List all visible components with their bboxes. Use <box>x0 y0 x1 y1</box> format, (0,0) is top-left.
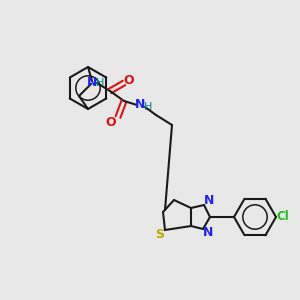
Text: H: H <box>144 102 152 112</box>
Text: O: O <box>106 116 116 128</box>
Text: Cl: Cl <box>277 211 290 224</box>
Text: N: N <box>135 98 145 112</box>
Text: N: N <box>87 76 97 89</box>
Text: O: O <box>124 74 134 86</box>
Text: H: H <box>96 78 104 88</box>
Text: N: N <box>204 194 214 208</box>
Text: S: S <box>155 227 164 241</box>
Text: N: N <box>203 226 213 239</box>
